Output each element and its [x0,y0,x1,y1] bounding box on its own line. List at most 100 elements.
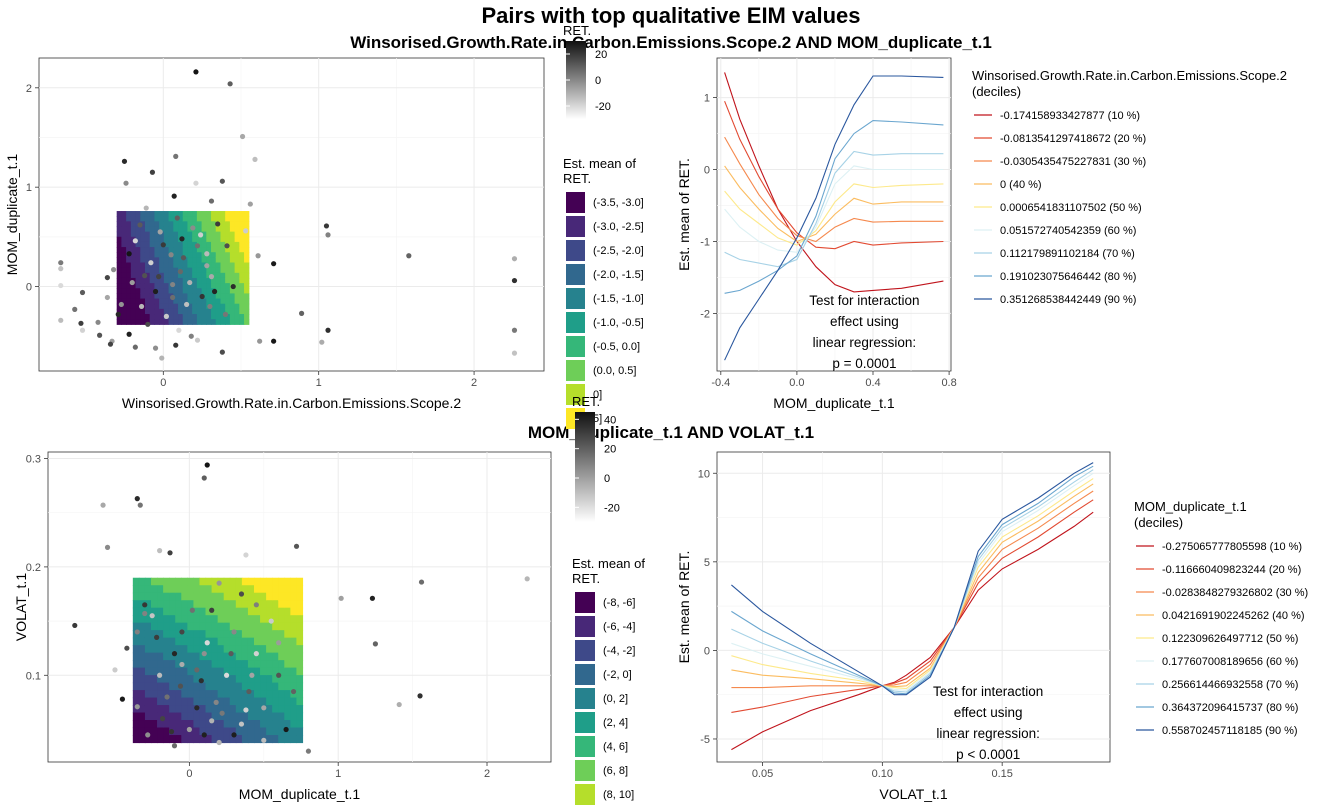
scatter-bottom-contour-cell [296,712,304,721]
scatter-top-point [171,193,177,199]
scatter-bottom-contour-cell [199,720,207,729]
scatter-top-contour-cell [192,257,198,264]
scatter-bottom-contour-cell [284,585,291,594]
scatter-top-point [149,169,156,175]
scatter-top-point [323,223,330,229]
scatter-bottom-contour-cell [144,690,152,699]
scatter-top-contour-cell [168,226,174,233]
scatter-top-contour-cell [116,277,123,284]
scatter-top-contour-cell [135,303,141,310]
scatter-bottom-point [253,602,259,608]
scatter-top-contour-cell [159,277,165,284]
scatter-bottom-contour-cell [272,622,279,631]
scatter-bottom-point [261,737,267,743]
scatter-bottom-ret-title: RET. [572,394,600,409]
scatter-top-point [148,260,154,266]
scatter-bottom-contour-cell [241,720,249,729]
scatter-bottom-contour-cell [229,622,237,631]
scatter-bottom-contour-cell [163,607,170,616]
scatter-bottom-contour-cell [132,585,140,594]
scatter-bottom-contour-cell [272,705,279,714]
scatter-bottom-contour-cell [290,697,298,706]
scatter-bottom-contour-cell [175,615,182,624]
scatter-bottom-contour-cell [284,705,291,714]
scatter-bottom-contour-cell [266,667,273,676]
scatter-bottom-contour-cell [211,675,219,684]
scatter-top-contour-cell [211,257,217,264]
scatter-bottom-contour-cell [169,690,176,699]
scatter-bottom-contour-cell [151,592,158,601]
scatter-top-point [170,294,176,301]
lines-top-legend-title-2: (deciles) [972,84,1021,99]
scatter-bottom-point [209,718,215,724]
scatter-bottom-contour-cell [235,615,243,624]
scatter-bottom-contour-cell [272,577,279,586]
scatter-bottom-contour-cell [193,637,201,646]
scatter-bottom-contour-cell [132,645,140,654]
scatter-bottom-contour-cell [157,720,164,729]
scatter-top-contour-cell [178,221,184,228]
scatter-top-point [179,236,185,242]
scatter-top-contour-cell [149,241,156,248]
scatter-top-contour-cell [178,252,184,258]
scatter-top-contour-cell [215,272,222,279]
lines-bottom-annotation: effect using [954,705,1023,720]
lines-top-legend-title: Winsorised.Growth.Rate.in.Carbon.Emissio… [972,68,1287,83]
scatter-bottom-contour-cell [272,720,279,729]
scatter-bottom-contour-cell [229,645,237,654]
scatter-bottom-contour-cell [241,615,249,624]
scatter-bottom-contour-cell [223,697,231,706]
scatter-bottom-tick-label-y: 0.2 [26,562,41,574]
scatter-bottom-contour-cell [187,637,195,646]
scatter-bottom-fill-key [575,688,595,709]
scatter-top-contour-cell [121,247,127,253]
scatter-top-contour-cell [116,236,123,243]
scatter-bottom-contour-cell [229,660,237,669]
scatter-bottom-contour-cell [254,705,261,714]
scatter-bottom-contour-cell [132,667,140,676]
scatter-top-contour-cell [201,231,207,238]
scatter-top-contour-cell [121,288,127,295]
scatter-bottom-point [134,496,140,502]
scatter-bottom-contour-cell [278,720,285,729]
scatter-top-contour-cell [163,216,170,222]
scatter-bottom-contour-cell [181,675,188,684]
scatter-top-contour-cell [206,298,212,305]
scatter-top-contour-cell [201,216,207,222]
scatter-top-contour-cell [126,319,132,325]
lines-top-annotation: p = 0.0001 [832,356,896,371]
scatter-bottom-contour-cell [132,622,140,631]
scatter-bottom-contour-cell [247,675,255,684]
scatter-bottom-contour-cell [144,592,152,601]
scatter-top-contour-cell [229,257,236,264]
scatter-top-contour-cell [234,303,240,310]
scatter-top-contour-cell [140,241,146,248]
scatter-top-contour-cell [121,231,127,238]
scatter-top-contour-cell [192,216,198,222]
scatter-bottom-contour-cell [211,630,219,639]
scatter-bottom-contour-cell [193,592,201,601]
scatter-top-contour-cell [182,247,189,253]
scatter-top-contour-cell [206,283,212,289]
scatter-top-contour-cell [187,288,193,295]
scatter-bottom-contour-cell [241,592,249,601]
scatter-top-contour-cell [168,298,174,305]
scatter-top-contour-cell [187,319,193,325]
scatter-top-contour-cell [206,288,212,295]
scatter-bottom-contour-cell [193,675,201,684]
scatter-top-contour-cell [192,288,198,295]
scatter-bottom-contour-cell [296,727,304,736]
scatter-bottom-contour-cell [296,675,304,684]
scatter-top-contour-cell [135,283,141,289]
scatter-top-point [406,253,412,259]
scatter-bottom-contour-cell [290,705,298,714]
scatter-bottom-contour-cell [254,577,261,586]
scatter-bottom-point [243,707,249,713]
scatter-bottom-contour-cell [211,592,219,601]
scatter-top-contour-cell [187,226,193,233]
scatter-top-contour-cell [173,272,179,279]
scatter-top-contour-cell [196,226,203,233]
scatter-bottom-contour-cell [284,607,291,616]
scatter-top-point [104,274,110,281]
scatter-bottom-point [134,629,140,635]
